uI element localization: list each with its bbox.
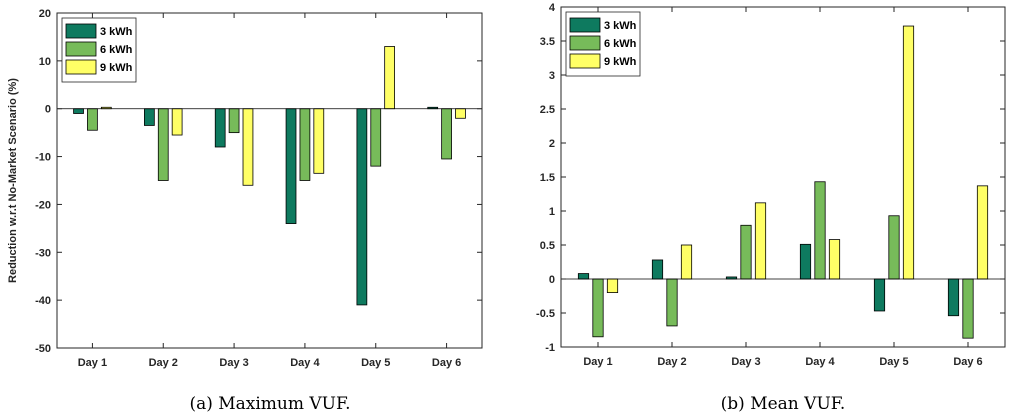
bar-9-kwh-day-3	[754, 202, 767, 280]
legend-label: 9 kWh	[604, 56, 637, 68]
bar-9-kwh-day-6	[455, 108, 466, 119]
legend-label: 6 kWh	[100, 44, 133, 56]
y-tick-label: 0	[549, 274, 555, 286]
bar-6-kwh-day-3	[740, 224, 752, 280]
bar-6-kwh-day-6	[441, 108, 452, 160]
bar-3-kwh-day-4	[799, 243, 812, 280]
x-tick-label: Day 3	[731, 356, 760, 368]
bar-6-kwh-day-6	[962, 278, 974, 339]
bar-6-kwh-day-2	[666, 278, 678, 327]
bar-6-kwh-day-3	[228, 108, 240, 134]
y-tick-label: 2.5	[540, 104, 555, 116]
y-tick-label: 0.5	[540, 240, 555, 252]
caption: (a) Maximum VUF.	[189, 394, 350, 414]
x-tick-label: Day 6	[953, 356, 982, 368]
x-tick-label: Day 1	[78, 357, 107, 369]
y-tick-label: -50	[35, 343, 51, 355]
bar-9-kwh-day-2	[680, 244, 693, 280]
legend-label: 3 kWh	[100, 26, 133, 38]
legend-label: 3 kWh	[604, 20, 637, 32]
bar-6-kwh-day-4	[299, 108, 311, 181]
y-tick-label: -30	[35, 247, 51, 259]
y-tick-label: -0.5	[536, 308, 555, 320]
bar-6-kwh-day-1	[592, 278, 604, 338]
y-tick-label: 3	[549, 70, 555, 82]
y-tick-label: 2	[549, 138, 555, 150]
bar-9-kwh-day-6	[976, 185, 989, 280]
bar-3-kwh-day-4	[285, 108, 297, 224]
bar-3-kwh-day-6	[947, 278, 960, 317]
legend-swatch	[569, 53, 601, 69]
y-tick-label: 4	[549, 2, 556, 14]
x-tick-label: Day 4	[805, 356, 835, 368]
legend-label: 9 kWh	[100, 62, 133, 74]
bar-3-kwh-day-1	[577, 273, 590, 280]
bar-9-kwh-day-5	[384, 46, 395, 110]
y-tick-label: 10	[39, 56, 51, 68]
bar-9-kwh-day-3	[242, 108, 254, 186]
bar-3-kwh-day-2	[144, 108, 155, 126]
x-tick-label: Day 5	[361, 357, 390, 369]
y-tick-label: 3.5	[540, 36, 555, 48]
legend-swatch	[569, 17, 601, 33]
bar-3-kwh-day-5	[356, 108, 368, 306]
bar-3-kwh-day-2	[651, 259, 664, 280]
y-tick-label: -1	[545, 342, 555, 354]
bar-6-kwh-day-2	[157, 108, 169, 181]
axes-box	[56, 12, 483, 349]
bar-6-kwh-day-1	[87, 108, 98, 131]
bar-3-kwh-day-1	[73, 108, 84, 114]
legend: 3 kWh 6 kWh 9 kWh	[565, 11, 641, 77]
y-tick-label: -40	[35, 295, 51, 307]
y-axis-label: Reduction w.r.t No-Market Scenario (%)	[7, 78, 19, 283]
bar-3-kwh-day-3	[214, 108, 226, 148]
legend-swatch	[65, 59, 97, 75]
legend-label: 6 kWh	[604, 38, 637, 50]
bar-9-kwh-day-5	[902, 25, 915, 280]
legend-swatch	[569, 35, 601, 51]
chart-panel-1: -50 -40 -30 -20 -10 0 10 20 Day 1 Day 2 Day 3 Day 4…	[7, 8, 483, 414]
caption: (b) Mean VUF.	[721, 394, 846, 414]
x-tick-label: Day 5	[879, 356, 908, 368]
bar-9-kwh-day-4	[828, 239, 841, 280]
chart-panel-2: -1 -0.5 0 0.5 1 1.5 2 2.5 3 3.5 4 Day 1 Day 2 Day 3 Da…	[536, 2, 1006, 414]
x-tick-label: Day 2	[149, 357, 178, 369]
legend: 3 kWh 6 kWh 9 kWh	[61, 17, 137, 83]
y-tick-label: -10	[35, 152, 51, 164]
y-tick-label: 0	[45, 104, 51, 116]
legend-swatch	[65, 23, 97, 39]
bar-9-kwh-day-4	[313, 108, 325, 174]
bar-6-kwh-day-5	[370, 108, 382, 167]
bar-6-kwh-day-4	[814, 181, 826, 280]
x-tick-label: Day 2	[657, 356, 686, 368]
bar-3-kwh-day-5	[873, 278, 886, 312]
y-tick-label: 1.5	[540, 172, 555, 184]
x-tick-label: Day 1	[583, 356, 612, 368]
y-tick-label: 20	[39, 8, 51, 20]
y-tick-label: -20	[35, 199, 51, 211]
bar-9-kwh-day-1	[606, 278, 619, 294]
x-tick-label: Day 6	[432, 357, 461, 369]
x-tick-label: Day 4	[290, 357, 320, 369]
legend-swatch	[65, 41, 97, 57]
y-tick-label: 1	[549, 206, 555, 218]
x-tick-label: Day 3	[219, 357, 248, 369]
bar-6-kwh-day-5	[888, 215, 900, 280]
bar-9-kwh-day-2	[171, 108, 183, 136]
